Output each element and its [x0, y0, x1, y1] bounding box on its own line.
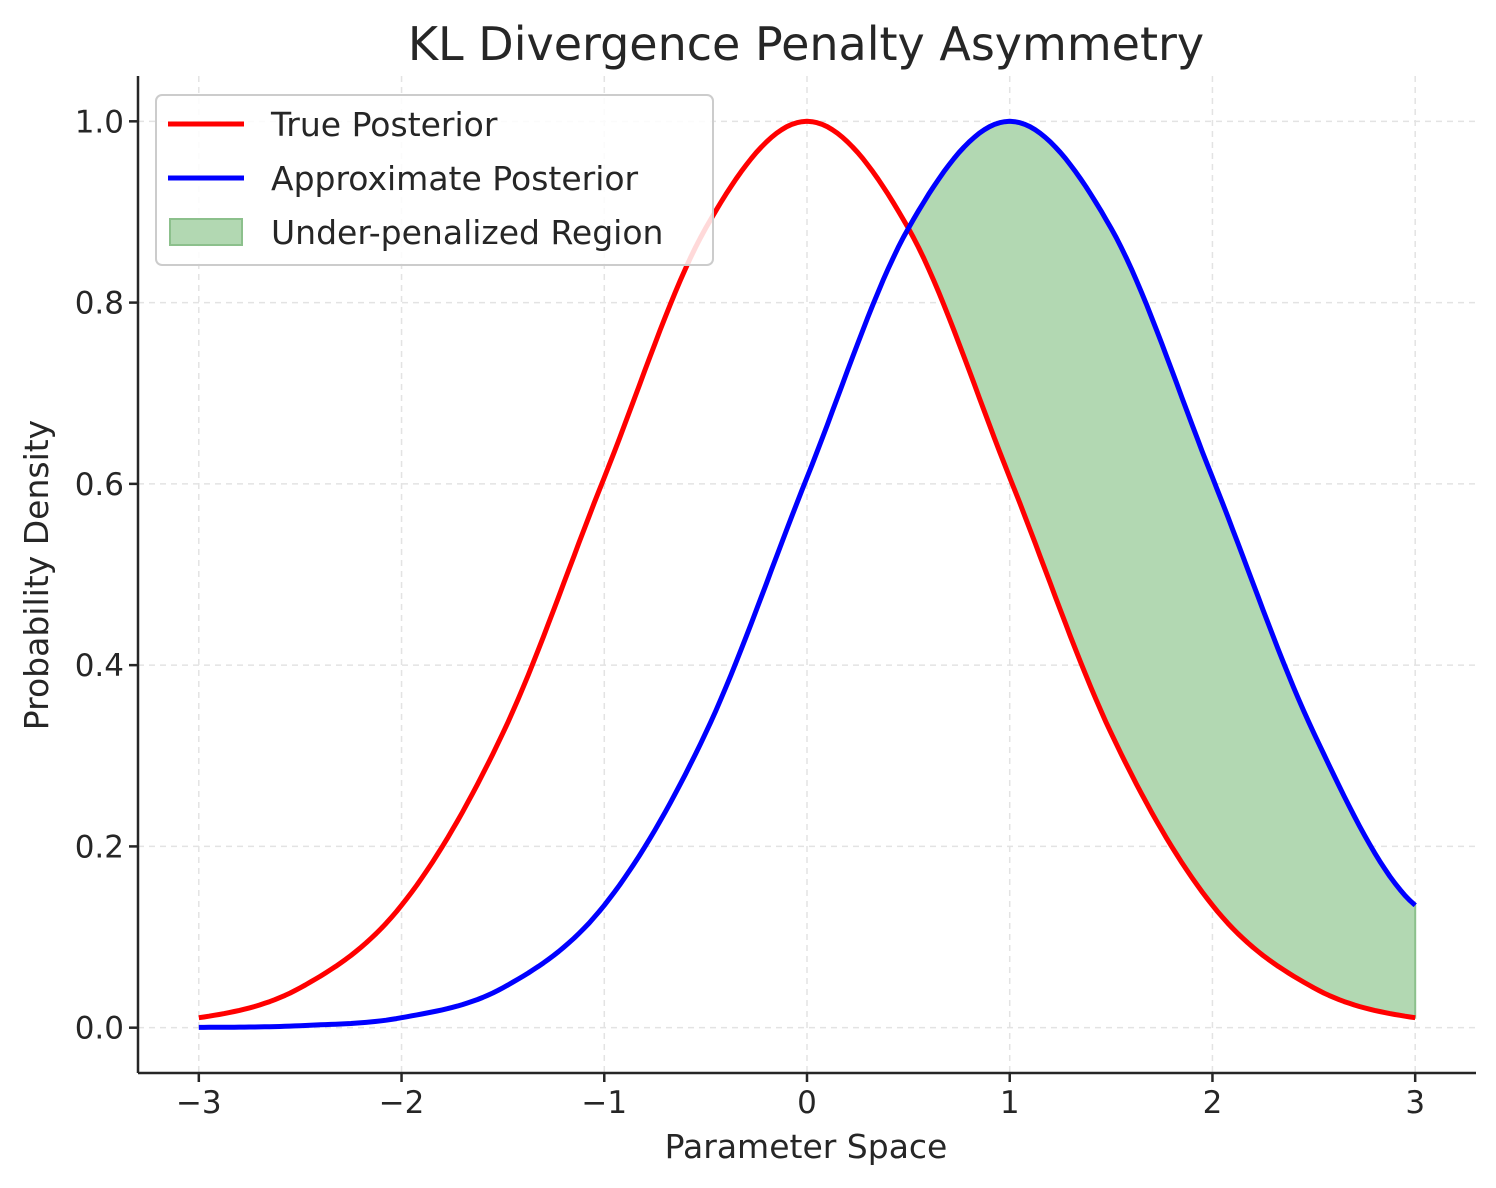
y-tick-label: 0.4: [75, 648, 124, 684]
y-axis-label: Probability Density: [17, 420, 56, 730]
x-tick-label: 2: [1203, 1085, 1223, 1121]
chart-title: KL Divergence Penalty Asymmetry: [408, 17, 1204, 71]
x-tick-label: 3: [1405, 1085, 1425, 1121]
series-line-approximate-posterior: [198, 118, 1417, 1030]
legend-label: Approximate Posterior: [271, 159, 639, 198]
x-tick-label: 0: [797, 1085, 817, 1121]
legend-label: Under-penalized Region: [271, 213, 663, 252]
y-tick-label: 0.0: [75, 1011, 124, 1047]
x-tick-label: −3: [176, 1085, 222, 1121]
y-tick-label: 0.6: [75, 467, 124, 503]
y-tick-label: 0.8: [75, 286, 124, 322]
axes: −3 −2 −1 0 1 2 3 0.0 0.2 0.4 0.6 0.8 1.0: [75, 76, 1476, 1121]
x-axis-label: Parameter Space: [665, 1127, 948, 1166]
y-tick-label: 0.2: [75, 829, 124, 865]
series-line-true-posterior: [198, 118, 1416, 1021]
under-penalized-region-fill: [907, 120, 1417, 1019]
x-tick-label: −1: [581, 1085, 627, 1121]
x-tick-label: 1: [1000, 1085, 1020, 1121]
legend-swatch-under-penalized-region: [169, 218, 243, 246]
legend-box: [155, 94, 714, 266]
y-tick-label: 1.0: [75, 104, 124, 140]
legend: True Posterior Approximate Posterior Under…: [155, 94, 714, 266]
x-tick-label: −2: [379, 1085, 425, 1121]
legend-label: True Posterior: [270, 105, 498, 144]
series-lines: [198, 118, 1417, 1030]
